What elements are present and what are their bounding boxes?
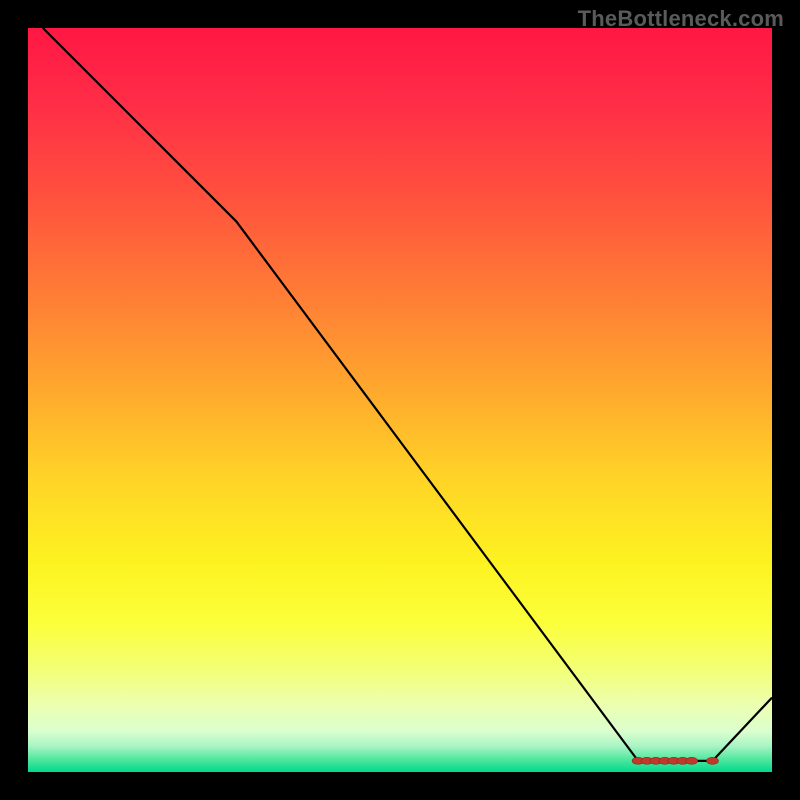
root: TheBottleneck.com (0, 0, 800, 800)
series-marker (686, 757, 698, 764)
series-marker (706, 757, 718, 764)
chart-background (28, 28, 772, 772)
chart-svg (28, 28, 772, 772)
plot-area (28, 28, 772, 772)
